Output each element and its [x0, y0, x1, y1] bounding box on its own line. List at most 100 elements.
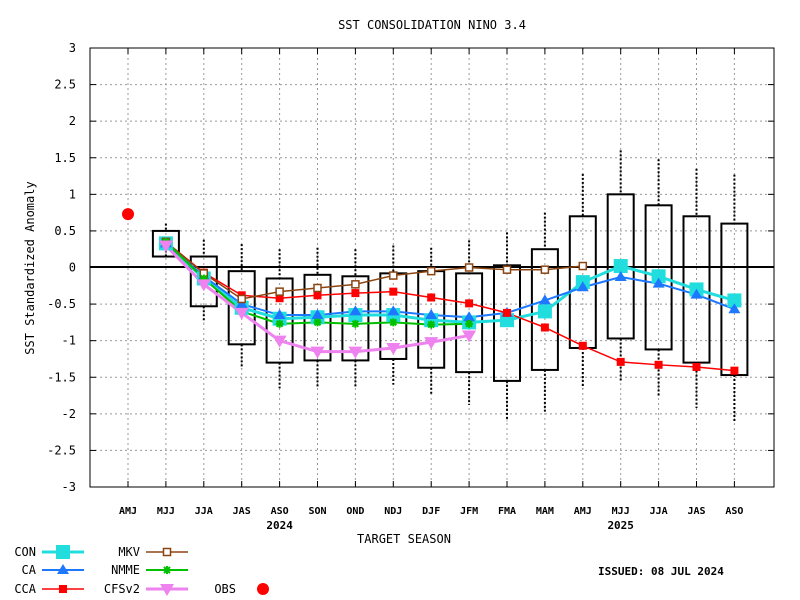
data-point-ca: [690, 288, 703, 299]
issued-date: ISSUED: 08 JUL 2024: [598, 565, 724, 578]
y-tick-label: -1: [62, 334, 76, 348]
data-point-cca: [692, 363, 701, 372]
data-point-cca: [389, 287, 398, 296]
data-point-cca: [730, 366, 739, 375]
data-point-cca: [503, 308, 511, 317]
y-tick-label: -1.5: [47, 370, 76, 384]
data-point-ca: [349, 305, 362, 316]
series-line-con: [164, 242, 735, 324]
y-tick-label: 0: [69, 261, 76, 275]
data-point-ca: [538, 294, 551, 305]
data-point-con: [537, 304, 552, 319]
data-point-cca: [275, 294, 284, 303]
x-tick-label: JJA: [650, 506, 668, 517]
series-lines: [122, 208, 742, 375]
legend-label-cfsv2: CFSv2: [104, 582, 140, 596]
legend-marker-ca: [57, 564, 69, 574]
data-point-mkv: [275, 287, 284, 296]
legend-label-ca: CA: [22, 563, 37, 577]
data-point-mkv: [464, 263, 474, 272]
y-tick-label: 2.5: [54, 78, 76, 92]
data-point-cca: [578, 341, 587, 350]
y-tick-label: -3: [62, 480, 76, 494]
y-tick-label: 0.5: [54, 224, 76, 238]
legend-marker-con: [56, 545, 70, 559]
legend-marker-mkv: [162, 547, 172, 557]
y-tick-label: -2.5: [47, 443, 76, 457]
y-tick-label: -2: [62, 407, 76, 421]
x-tick-label: JAS: [233, 506, 251, 517]
y-tick-label: -0.5: [47, 297, 76, 311]
legend-label-mkv: MKV: [118, 545, 140, 559]
data-point-mkv: [540, 265, 550, 274]
data-point-obs: [122, 208, 134, 221]
data-point-ca: [387, 305, 400, 316]
x-tick-label: MJJ: [612, 506, 630, 517]
data-point-cfsv2: [348, 346, 363, 359]
series-line-mkv: [165, 241, 583, 300]
data-point-mkv: [237, 294, 246, 304]
data-point-nmme: [275, 319, 284, 328]
legend-marker-cca: [59, 585, 67, 593]
data-point-con: [651, 269, 666, 284]
data-point-cca: [313, 291, 322, 300]
box-rect: [644, 204, 673, 351]
data-point-cfsv2: [234, 307, 249, 320]
data-point-ca: [614, 271, 627, 282]
legend-label-nmme: NMME: [111, 563, 140, 577]
data-point-cfsv2: [462, 330, 477, 343]
year-label: 2024: [266, 519, 293, 532]
x-axis-label: TARGET SEASON: [357, 532, 451, 546]
legend-label-con: CON: [14, 545, 36, 559]
data-point-con: [727, 293, 742, 308]
legend-label-obs: OBS: [214, 582, 236, 596]
grid-lines: [90, 47, 774, 488]
data-point-cca: [351, 289, 360, 298]
data-point-con: [613, 259, 628, 274]
legend-marker-cfsv2: [160, 584, 174, 596]
data-point-cca: [465, 299, 474, 308]
data-point-ca: [463, 311, 476, 322]
y-axis-label: SST Standardized Anomaly: [23, 181, 37, 354]
y-tick-label: 1: [69, 187, 76, 201]
chart-title: SST CONSOLIDATION NINO 3.4: [338, 18, 526, 32]
data-point-mkv: [389, 271, 398, 280]
x-tick-label: JJA: [195, 506, 213, 517]
data-point-cca: [654, 360, 663, 369]
data-point-cfsv2: [158, 240, 173, 253]
box-rect: [530, 248, 559, 371]
year-label: 2025: [607, 519, 634, 532]
x-tick-label: AMJ: [119, 506, 137, 517]
y-tick-label: 2: [69, 114, 76, 128]
data-point-cfsv2: [424, 337, 439, 350]
x-tick-label: MAM: [536, 506, 554, 517]
data-point-ca: [273, 309, 286, 320]
data-point-mkv: [426, 266, 436, 276]
data-point-ca: [311, 309, 324, 320]
data-point-nmme: [465, 319, 474, 328]
x-tick-label: SON: [308, 506, 326, 517]
box-rect: [682, 215, 711, 364]
data-point-mkv: [313, 283, 322, 293]
data-point-mkv: [502, 265, 512, 274]
x-tick-label: ASO: [271, 506, 289, 517]
data-point-mkv: [351, 280, 360, 289]
x-tick-label: JFM: [460, 506, 478, 517]
data-point-cfsv2: [272, 335, 287, 348]
series-line-cca: [165, 241, 735, 372]
box-rect: [720, 222, 749, 377]
data-point-nmme: [351, 319, 360, 328]
legend: CON CA CCA MKV NMME CFSv2 OBS: [14, 545, 269, 596]
x-tick-label: AMJ: [574, 506, 592, 517]
data-point-ca: [652, 277, 665, 288]
x-tick-label: MJJ: [157, 506, 175, 517]
data-point-ca: [576, 281, 589, 292]
y-axis-ticks: 3 2.5 2 1.5 1 0.5 0 -0.5 -1 -1.5 -2 -2.5 -3: [47, 41, 774, 494]
data-point-cca: [427, 293, 436, 302]
data-point-cfsv2: [386, 342, 401, 355]
data-point-cca: [540, 323, 549, 332]
box-rect: [151, 229, 180, 258]
y-tick-label: 3: [69, 41, 76, 55]
box-rect: [493, 264, 521, 382]
